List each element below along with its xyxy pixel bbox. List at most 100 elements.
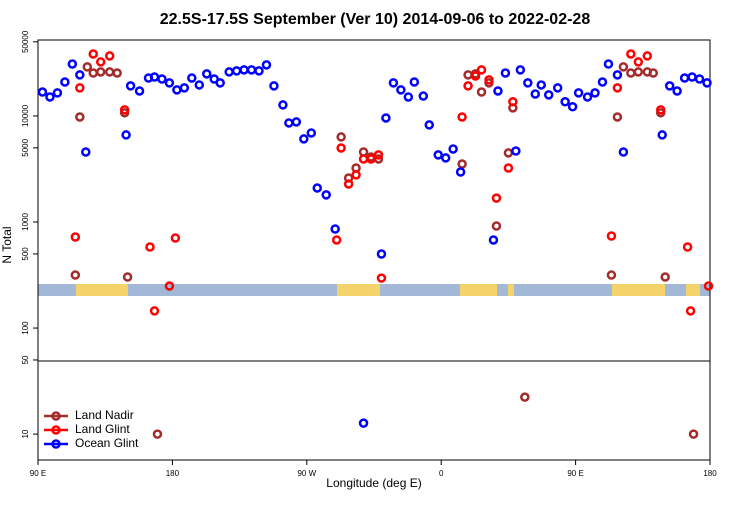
data-point	[373, 150, 384, 160]
data-point	[145, 242, 155, 252]
data-point	[440, 153, 451, 163]
data-point	[493, 86, 503, 96]
data-point	[321, 190, 331, 200]
legend-label: Land Nadir	[75, 408, 134, 422]
data-point	[330, 224, 340, 234]
chart-title: 22.5S-17.5S September (Ver 10) 2014-09-0…	[160, 11, 591, 28]
data-point	[687, 72, 697, 82]
data-point	[491, 221, 502, 231]
data-point	[597, 77, 608, 87]
data-point	[291, 117, 302, 127]
data-point	[396, 85, 406, 95]
y-tick-label: 5000	[21, 138, 30, 156]
data-point	[488, 235, 499, 245]
data-point	[508, 97, 518, 107]
y-tick-label: 50	[21, 355, 30, 364]
data-point	[75, 112, 85, 122]
data-point	[194, 80, 205, 90]
data-point	[336, 143, 346, 153]
data-point	[688, 429, 699, 439]
data-point	[491, 193, 502, 203]
data-point	[470, 71, 481, 81]
data-point	[278, 100, 288, 110]
data-point	[351, 170, 361, 180]
data-point	[463, 70, 473, 80]
data-point	[618, 147, 629, 157]
data-point	[648, 68, 659, 78]
y-tick-label: 500	[21, 247, 30, 261]
data-point	[179, 83, 190, 93]
x-tick-label: 90 E	[30, 469, 46, 478]
data-point	[523, 78, 533, 88]
data-point	[409, 77, 420, 87]
data-point	[552, 83, 563, 93]
legend-marker	[51, 425, 61, 435]
data-point	[75, 83, 85, 93]
data-point	[520, 392, 530, 402]
land-band	[460, 284, 497, 296]
data-point	[672, 86, 682, 96]
legend-marker	[51, 411, 61, 421]
data-point	[476, 65, 487, 75]
data-point	[331, 235, 342, 245]
data-point	[52, 88, 63, 98]
data-point	[418, 91, 429, 101]
data-point	[366, 154, 376, 164]
data-point	[187, 73, 197, 83]
x-tick-label: 90 W	[297, 469, 316, 478]
data-point	[642, 51, 653, 61]
data-point	[457, 112, 467, 122]
data-point	[567, 102, 578, 112]
data-point	[37, 87, 48, 97]
data-point	[82, 62, 93, 72]
data-point	[231, 66, 242, 76]
data-point	[424, 120, 435, 130]
data-point	[112, 68, 122, 78]
data-point	[606, 270, 617, 280]
data-point	[455, 167, 466, 177]
data-point	[312, 183, 323, 193]
data-point	[376, 249, 387, 259]
x-tick-label: 0	[439, 469, 444, 478]
data-point	[201, 69, 212, 79]
data-point	[606, 231, 617, 241]
data-point	[122, 272, 133, 282]
x-tick-label: 180	[703, 469, 717, 478]
land-band	[686, 284, 700, 296]
data-point	[45, 92, 55, 102]
data-point	[104, 67, 115, 77]
data-point	[612, 112, 623, 122]
data-point	[626, 49, 636, 59]
data-point	[149, 306, 160, 316]
data-point	[560, 97, 570, 107]
y-tick-label: 100	[21, 321, 30, 335]
data-point	[618, 62, 629, 72]
data-point	[149, 72, 160, 82]
land-band	[508, 284, 514, 296]
legend-label: Land Glint	[75, 422, 130, 436]
plot-frame	[37, 39, 711, 461]
data-point	[67, 59, 78, 69]
data-point	[376, 273, 387, 283]
data-point	[119, 105, 130, 115]
data-point	[448, 144, 458, 154]
data-point	[246, 65, 257, 75]
data-point	[261, 60, 272, 70]
data-point	[381, 113, 391, 123]
data-point	[685, 306, 696, 316]
data-point	[633, 57, 644, 67]
data-point	[336, 132, 346, 142]
data-point	[134, 86, 145, 96]
data-point	[702, 78, 712, 88]
data-point	[612, 83, 623, 93]
legend-label: Ocean Glint	[75, 436, 139, 450]
x-tick-label: 90 E	[567, 469, 583, 478]
data-point	[476, 87, 487, 97]
data-point	[463, 81, 473, 91]
data-point	[60, 77, 70, 87]
data-point	[484, 75, 494, 85]
data-point	[590, 88, 600, 98]
data-point	[254, 66, 264, 76]
data-point	[152, 429, 163, 439]
